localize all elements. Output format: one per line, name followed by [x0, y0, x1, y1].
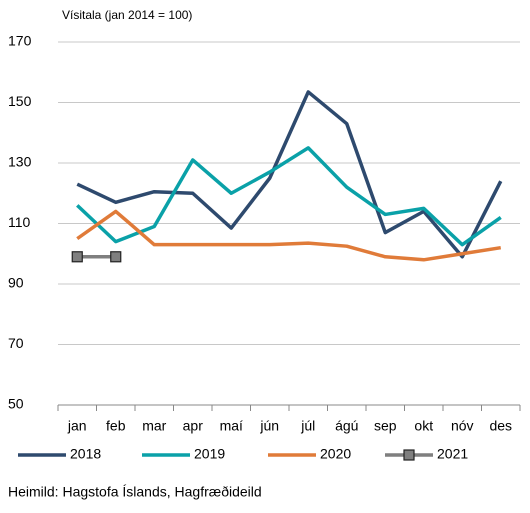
x-tick-label: okt	[414, 418, 433, 434]
y-tick-label: 150	[8, 93, 32, 109]
x-tick-label: feb	[106, 418, 126, 434]
line-series	[76, 146, 502, 247]
legend-label: 2018	[70, 446, 101, 462]
x-tick-label: nóv	[451, 418, 474, 434]
line-series	[76, 90, 503, 259]
x-tick-label: apr	[183, 418, 204, 434]
x-tick-label: sep	[374, 418, 397, 434]
x-tick-label: des	[489, 418, 512, 434]
x-tick-label: júl	[300, 418, 315, 434]
point-marker	[71, 251, 83, 263]
y-tick-label: 90	[8, 275, 24, 291]
x-tick-label: jan	[67, 418, 87, 434]
y-tick-label: 50	[8, 396, 24, 412]
source: Heimild: Hagstofa Íslands, Hagfræðideild	[8, 484, 262, 500]
point-marker	[110, 251, 122, 263]
y-tick-label: 70	[8, 335, 24, 351]
x-tick-label: maí	[220, 418, 243, 434]
y-tick-label: 130	[8, 154, 32, 170]
legend-marker	[403, 449, 415, 461]
y-axis-label: Vísitala (jan 2014 = 100)	[62, 8, 192, 22]
line-series	[76, 209, 502, 262]
x-tick-label: mar	[142, 418, 166, 434]
legend-label: 2020	[320, 446, 351, 462]
y-tick-label: 170	[8, 33, 32, 49]
legend-label: 2019	[194, 446, 225, 462]
legend-label: 2021	[437, 446, 468, 462]
x-tick-label: jún	[259, 418, 279, 434]
x-tick-label: ágú	[335, 418, 358, 434]
y-tick-label: 110	[8, 214, 31, 230]
